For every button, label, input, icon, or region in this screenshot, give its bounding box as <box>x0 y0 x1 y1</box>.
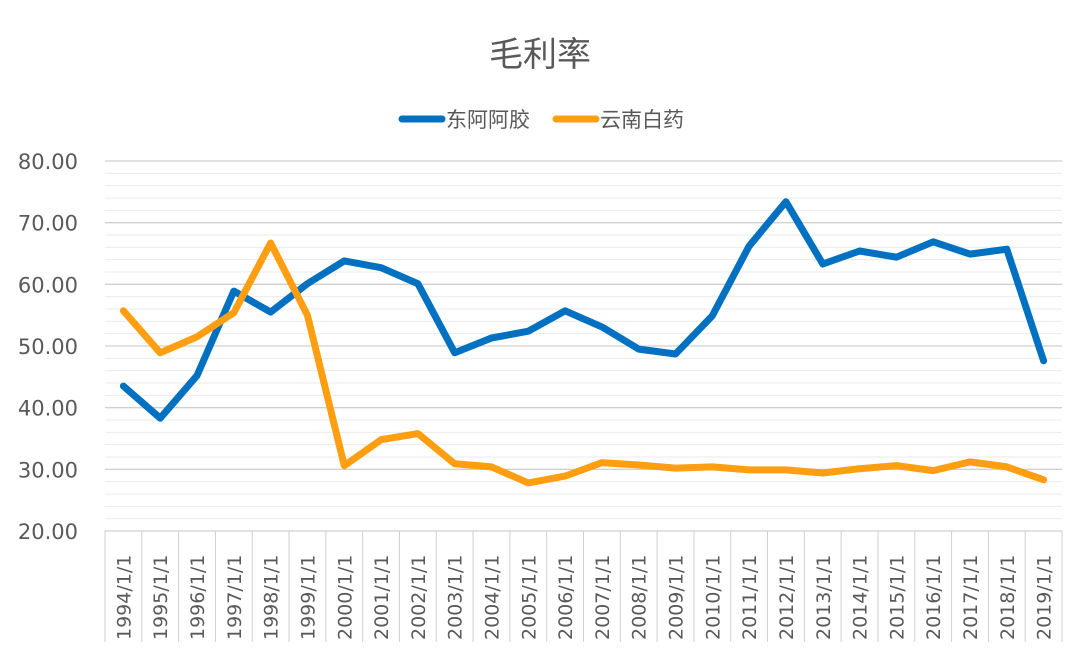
x-tick-label: 2003/1/1 <box>445 555 467 640</box>
x-tick-label: 2005/1/1 <box>518 555 540 640</box>
y-tick-label: 80.00 <box>18 150 78 174</box>
y-tick-label: 40.00 <box>18 397 78 421</box>
x-tick-label: 2010/1/1 <box>702 555 724 640</box>
x-tick-label: 2015/1/1 <box>886 555 908 640</box>
x-tick-label: 2016/1/1 <box>923 555 945 640</box>
x-tick-label: 2000/1/1 <box>334 555 356 640</box>
x-tick-label: 2013/1/1 <box>813 555 835 640</box>
x-tick-label: 2009/1/1 <box>666 555 688 640</box>
series-line-dongeejiao <box>123 202 1043 419</box>
x-tick-label: 2012/1/1 <box>776 555 798 640</box>
x-tick-label: 1999/1/1 <box>297 555 319 640</box>
legend-item: 东阿阿胶 <box>402 108 530 132</box>
x-tick-label: 1996/1/1 <box>187 555 209 640</box>
x-tick-label: 2002/1/1 <box>408 555 430 640</box>
chart-title: 毛利率 <box>489 35 591 75</box>
y-tick-label: 30.00 <box>18 458 78 482</box>
x-tick-label: 2006/1/1 <box>555 555 577 640</box>
x-tick-label: 1994/1/1 <box>113 555 135 640</box>
series-line-yunnanbaiyao <box>123 243 1043 483</box>
y-tick-label: 50.00 <box>18 335 78 359</box>
x-tick-label: 2011/1/1 <box>739 555 761 640</box>
x-tick-label: 2014/1/1 <box>850 555 872 640</box>
x-axis: 1994/1/1 1995/1/1 1996/1/1 1997/1/1 1998/1/1… <box>105 531 1062 642</box>
x-tick-label: 2001/1/1 <box>371 555 393 640</box>
x-tick-label: 2004/1/1 <box>481 555 503 640</box>
series-lines <box>123 202 1043 483</box>
legend-item: 云南白药 <box>556 108 684 132</box>
x-tick-label: 2007/1/1 <box>592 555 614 640</box>
y-axis: 20.00 30.00 40.00 50.00 60.00 70.00 80.00 <box>18 150 78 544</box>
x-tick-label: 2017/1/1 <box>960 555 982 640</box>
x-tick-label: 1997/1/1 <box>224 555 246 640</box>
legend-label: 东阿阿胶 <box>446 108 530 132</box>
x-tick-label: 2018/1/1 <box>997 555 1019 640</box>
x-tick-label: 1998/1/1 <box>261 555 283 640</box>
y-tick-label: 60.00 <box>18 273 78 297</box>
y-tick-label: 70.00 <box>18 212 78 236</box>
gridlines <box>105 161 1062 531</box>
x-tick-label: 2008/1/1 <box>629 555 651 640</box>
y-tick-label: 20.00 <box>18 520 78 544</box>
x-tick-label: 2019/1/1 <box>1034 555 1056 640</box>
legend-label: 云南白药 <box>600 108 684 132</box>
legend: 东阿阿胶 云南白药 <box>402 108 684 132</box>
x-tick-label: 1995/1/1 <box>150 555 172 640</box>
